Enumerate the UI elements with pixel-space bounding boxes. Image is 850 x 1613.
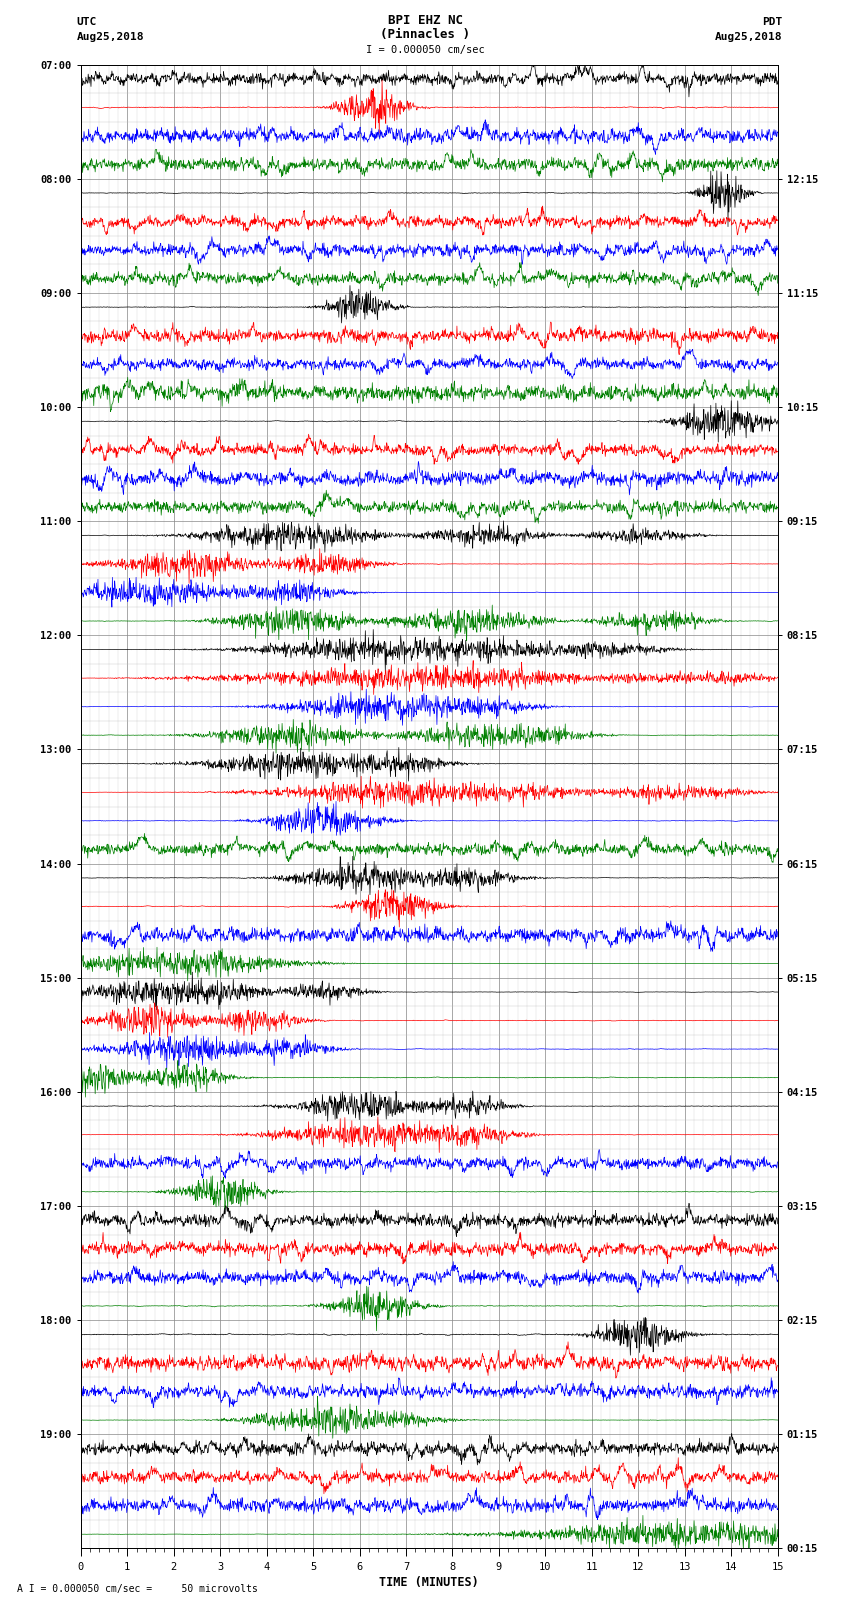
Text: I = 0.000050 cm/sec: I = 0.000050 cm/sec (366, 45, 484, 55)
Text: A I = 0.000050 cm/sec =     50 microvolts: A I = 0.000050 cm/sec = 50 microvolts (17, 1584, 258, 1594)
Text: UTC: UTC (76, 18, 97, 27)
X-axis label: TIME (MINUTES): TIME (MINUTES) (379, 1576, 479, 1589)
Text: Aug25,2018: Aug25,2018 (76, 32, 144, 42)
Text: (Pinnacles ): (Pinnacles ) (380, 27, 470, 40)
Text: Aug25,2018: Aug25,2018 (715, 32, 782, 42)
Text: PDT: PDT (762, 18, 782, 27)
Text: BPI EHZ NC: BPI EHZ NC (388, 13, 462, 26)
